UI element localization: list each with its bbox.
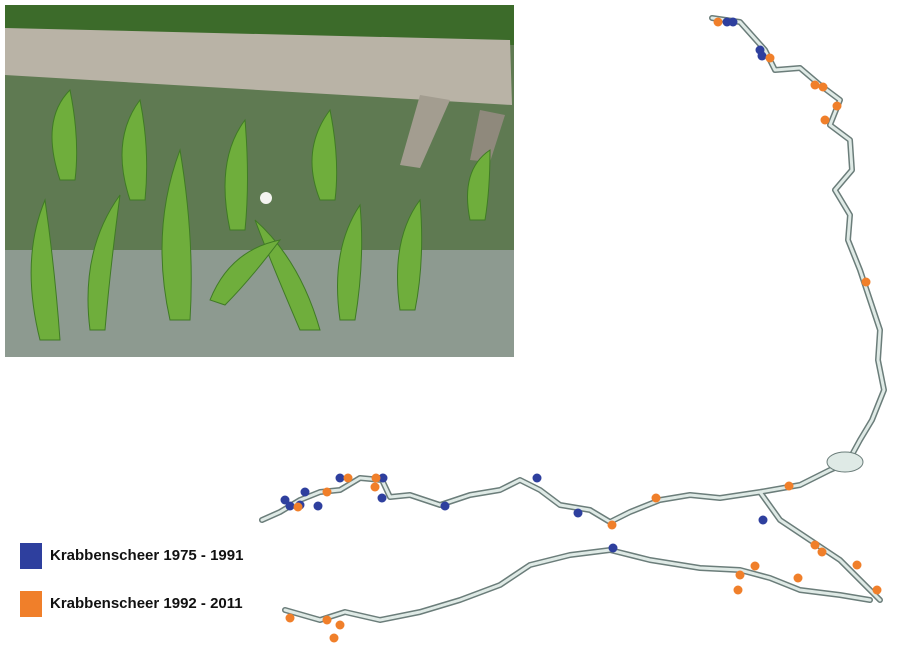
sighting-dot [609, 544, 618, 553]
sighting-dot [873, 586, 882, 595]
legend-label: Krabbenscheer 1992 - 2011 [50, 595, 243, 612]
page: Krabbenscheer 1975 - 1991 Krabbenscheer 1… [0, 0, 905, 658]
sighting-dot [758, 52, 767, 61]
sighting-dot [759, 516, 768, 525]
sighting-dot [714, 18, 723, 27]
legend-swatch [20, 543, 42, 569]
sighting-dot [652, 494, 661, 503]
sighting-dot [736, 571, 745, 580]
photo [5, 5, 514, 357]
sighting-dot [441, 502, 450, 511]
sighting-dot [862, 278, 871, 287]
sighting-dot [811, 81, 820, 90]
sighting-dot [286, 614, 295, 623]
sighting-dot [301, 488, 310, 497]
sighting-dot [336, 621, 345, 630]
sighting-dot [336, 474, 345, 483]
sighting-dot [785, 482, 794, 491]
sighting-dot [811, 541, 820, 550]
sighting-dot [574, 509, 583, 518]
sighting-dot [833, 102, 842, 111]
sighting-dot [371, 483, 380, 492]
sighting-dot [853, 561, 862, 570]
sighting-dot [818, 548, 827, 557]
sighting-dot [729, 18, 738, 27]
legend-swatch [20, 591, 42, 617]
sighting-dot [314, 502, 323, 511]
sighting-dot [821, 116, 830, 125]
sighting-dot [372, 474, 381, 483]
sighting-dot [608, 521, 617, 530]
sighting-dot [819, 83, 828, 92]
sighting-dot [344, 474, 353, 483]
sighting-dot [294, 503, 303, 512]
sighting-dot [378, 494, 387, 503]
sighting-dot [323, 616, 332, 625]
sighting-dot [323, 488, 332, 497]
legend: Krabbenscheer 1975 - 1991 Krabbenscheer 1… [20, 543, 243, 617]
sighting-dot [286, 502, 295, 511]
sighting-dot [533, 474, 542, 483]
sighting-dot [751, 562, 760, 571]
sighting-dot [794, 574, 803, 583]
sighting-dot [734, 586, 743, 595]
legend-label: Krabbenscheer 1975 - 1991 [50, 547, 243, 564]
sighting-dot [330, 634, 339, 643]
map: Krabbenscheer 1975 - 1991 Krabbenscheer 1… [0, 0, 905, 658]
sighting-dot [766, 54, 775, 63]
